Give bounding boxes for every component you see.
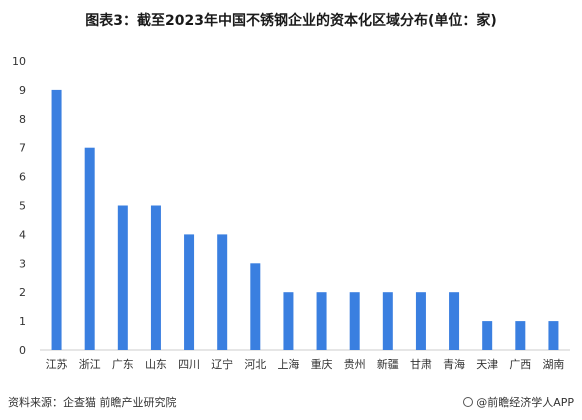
footer: 资料来源：企查猫 前瞻产业研究院 @前瞻经济学人APP <box>8 394 574 410</box>
chart-title: 图表3：截至2023年中国不锈钢企业的资本化区域分布(单位：家) <box>85 13 497 29</box>
y-tick-label: 6 <box>19 171 26 184</box>
y-tick-label: 10 <box>12 55 26 68</box>
x-tick-label: 江苏 <box>46 358 68 371</box>
y-tick-label: 3 <box>19 257 26 270</box>
x-tick-label: 天津 <box>476 358 498 371</box>
x-tick-label: 浙江 <box>79 358 101 371</box>
x-tick-label: 四川 <box>178 358 200 371</box>
bar <box>184 234 195 350</box>
y-tick-label: 5 <box>19 200 26 213</box>
bar <box>316 292 327 350</box>
bar <box>415 292 426 350</box>
brand-label: @前瞻经济学人APP <box>476 396 574 409</box>
x-tick-label: 山东 <box>145 358 167 371</box>
bar <box>84 147 95 350</box>
y-tick-label: 9 <box>19 84 26 97</box>
bar <box>349 292 360 350</box>
bar <box>449 292 460 350</box>
brand-icon <box>463 397 474 407</box>
x-tick-label: 甘肃 <box>410 358 432 371</box>
bar <box>150 205 161 350</box>
bar <box>382 292 393 350</box>
y-tick-label: 1 <box>19 315 26 328</box>
x-tick-label: 广西 <box>509 358 531 371</box>
x-tick-label: 重庆 <box>311 357 333 371</box>
x-tick-label: 辽宁 <box>211 357 233 371</box>
bar <box>482 321 493 350</box>
x-tick-label: 河北 <box>244 358 266 371</box>
bar <box>217 234 228 350</box>
bar <box>117 205 128 350</box>
bar <box>250 263 261 350</box>
bar <box>548 321 559 350</box>
y-tick-label: 2 <box>19 286 26 299</box>
y-tick-label: 8 <box>19 113 26 126</box>
x-tick-label: 青海 <box>443 357 465 371</box>
bar <box>283 292 294 350</box>
x-tick-label: 广东 <box>112 358 134 371</box>
bar <box>51 89 62 351</box>
bar <box>515 321 526 350</box>
x-tick-label: 上海 <box>277 357 299 371</box>
x-tick-label: 新疆 <box>377 357 399 371</box>
x-tick-label: 贵州 <box>344 358 366 371</box>
source-note: 资料来源：企查猫 前瞻产业研究院 <box>8 396 177 409</box>
x-tick-label: 湖南 <box>542 358 564 371</box>
y-tick-label: 4 <box>19 228 26 241</box>
y-tick-label: 7 <box>19 142 26 155</box>
brand-credit: @前瞻经济学人APP <box>463 394 574 410</box>
y-tick-label: 0 <box>19 344 26 357</box>
